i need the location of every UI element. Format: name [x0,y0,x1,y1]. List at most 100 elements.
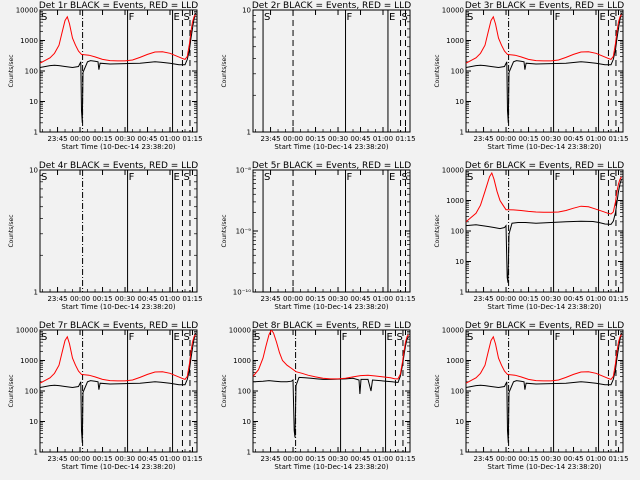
x-tick-label: 00:30 [541,295,561,303]
event-marker-label-bottom: S [609,442,615,453]
event-marker-label-bottom: S [41,282,47,293]
y-tick-label: 10 [29,98,38,106]
panel-title: Det 5r BLACK = Events, RED = LLD [252,161,411,171]
x-tick-label: 23:45 [47,135,67,143]
event-marker-label-bottom: E [174,282,180,293]
event-marker-label: E [600,172,606,183]
x-tick-label: 23:45 [473,295,493,303]
detector-panel-3: Det 3r BLACK = Events, RED = LLD 1 10 100 10… [434,1,629,151]
x-tick-label: 00:00 [496,135,516,143]
x-tick-label: 00:30 [541,455,561,463]
x-axis-label: Start Time (10-Dec-14 23:38:20) [274,143,388,151]
y-tick-label: 1 [34,449,38,457]
y-axis-label: Counts/sec [221,374,228,407]
event-marker-label: S [41,172,47,183]
x-tick-label: 01:00 [373,135,393,143]
x-tick-label: 00:00 [283,455,303,463]
x-tick-label: 23:45 [260,295,280,303]
y-tick-label: 1000 [446,357,464,365]
x-tick-label: 01:15 [608,295,628,303]
event-marker-label: S [467,332,473,343]
event-marker-label-bottom: E [389,282,395,293]
x-tick-label: 00:45 [350,455,370,463]
detector-panel-4: Det 4r BLACK = Events, RED = LLD 1 10 23:45… [8,161,203,311]
lld-series-line [466,334,622,384]
event-marker-label: F [555,332,561,343]
lld-series-line [466,14,622,64]
y-tick-label: 1000 [233,357,251,365]
x-tick-label: 23:45 [260,135,280,143]
panel-title: Det 1r BLACK = Events, RED = LLD [39,1,198,11]
event-marker-label-bottom: S [264,282,270,293]
event-marker-label-bottom: E [174,122,180,133]
x-axis-label: Start Time (10-Dec-14 23:38:20) [61,463,175,471]
event-marker-label-bottom: F [347,122,353,133]
y-tick-label: 1000 [20,357,38,365]
event-marker-label-bottom: S [41,122,47,133]
y-tick-label: 1 [34,129,38,137]
event-marker-label-bottom: E [389,122,395,133]
y-tick-label: 1 [460,289,464,297]
event-marker-label: S [183,12,189,23]
event-marker-label-bottom: S [254,442,260,453]
y-tick-label: 1 [247,129,251,137]
y-tick-label: 10000 [229,327,251,335]
event-marker-label: E [174,332,180,343]
x-tick-label: 00:00 [70,295,90,303]
x-tick-label: 00:00 [283,135,303,143]
x-tick-label: 00:15 [92,295,112,303]
panel-title: Det 3r BLACK = Events, RED = LLD [465,1,624,11]
event-marker-label: S [609,12,615,23]
x-tick-label: 01:15 [395,135,415,143]
event-marker-label: E [389,12,395,23]
y-tick-label: 1000 [20,37,38,45]
plot-frame [465,169,624,293]
event-marker-label: F [129,332,135,343]
x-tick-label: 00:30 [328,295,348,303]
x-tick-label: 00:15 [92,455,112,463]
y-tick-label: 10⁻⁹ [236,228,252,236]
event-marker-label-bottom: S [402,282,408,293]
event-marker-label: F [129,172,135,183]
x-axis-label: Start Time (10-Dec-14 23:38:20) [61,143,175,151]
event-marker-label-bottom: F [129,442,135,453]
event-marker-label: S [467,172,473,183]
panel-title: Det 7r BLACK = Events, RED = LLD [39,321,198,331]
y-tick-label: 10000 [442,7,464,15]
event-marker-label: F [347,172,353,183]
event-marker-label-bottom: S [402,122,408,133]
event-marker-label: S [402,172,408,183]
x-tick-label: 01:15 [182,295,202,303]
event-marker-label: S [41,12,47,23]
y-tick-label: 100 [451,68,464,76]
y-axis-label: Counts/sec [8,214,15,247]
event-marker-label-bottom: F [342,442,348,453]
event-marker-label: S [183,332,189,343]
x-tick-label: 00:45 [137,135,157,143]
y-tick-label: 10⁻¹⁰ [233,289,251,297]
x-tick-label: 01:00 [586,295,606,303]
y-tick-label: 10000 [442,327,464,335]
y-tick-label: 10000 [16,327,38,335]
y-axis-label: Counts/sec [434,54,441,87]
event-marker-label: E [174,172,180,183]
x-tick-label: 00:30 [541,135,561,143]
x-tick-label: 00:15 [518,455,538,463]
lld-series-line [253,330,409,380]
event-marker-label-bottom: F [129,122,135,133]
y-tick-label: 1000 [446,197,464,205]
x-axis-label: Start Time (10-Dec-14 23:38:20) [274,303,388,311]
x-tick-label: 01:00 [586,455,606,463]
detector-panel-6: Det 6r BLACK = Events, RED = LLD 1 10 100 10… [434,161,629,311]
x-tick-label: 00:15 [518,135,538,143]
events-series-line [466,12,622,123]
event-marker-label: S [467,12,473,23]
x-tick-label: 00:00 [70,455,90,463]
y-axis-label: Counts/sec [434,214,441,247]
y-tick-label: 100 [25,388,38,396]
x-tick-label: 01:00 [160,455,180,463]
plot-frame [252,9,411,133]
x-tick-label: 01:15 [608,455,628,463]
y-axis-label: Counts/sec [221,54,228,87]
lld-series-line [466,171,622,223]
